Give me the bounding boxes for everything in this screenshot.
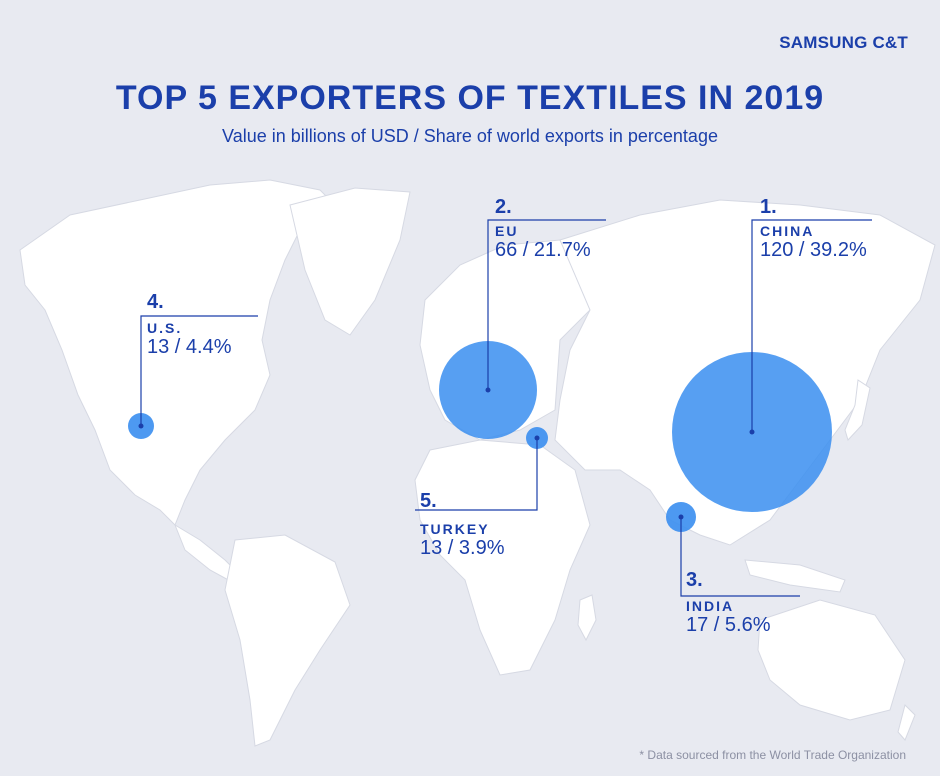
indonesia-landmass	[744, 559, 846, 593]
india-leader-line	[680, 517, 800, 597]
label-us: 4. U.S. 13 / 4.4%	[147, 291, 232, 359]
country-name: CHINA	[760, 223, 815, 239]
footnote: * Data sourced from the World Trade Orga…	[639, 748, 906, 762]
label-turkey: 5. TURKEY 13 / 3.9%	[420, 490, 505, 560]
us-dot	[138, 423, 144, 429]
brand-logo: SAMSUNG C&T	[779, 33, 908, 52]
export-value: 13 / 4.4%	[147, 336, 232, 358]
turkey-dot	[534, 435, 540, 441]
country-name: TURKEY	[420, 521, 490, 537]
china-leader-line	[751, 219, 872, 432]
page-title: TOP 5 EXPORTERS OF TEXTILES IN 2019	[115, 79, 825, 117]
export-value: 13 / 3.9%	[420, 537, 505, 559]
rank: 3.	[686, 569, 703, 591]
label-eu: 2. EU 66 / 21.7%	[495, 196, 591, 262]
eu-leader-line	[487, 219, 606, 390]
rank: 2.	[495, 196, 512, 218]
new-zealand-landmass	[897, 704, 916, 741]
japan-landmass	[844, 379, 871, 441]
rank: 5.	[420, 490, 437, 512]
us-leader-line	[140, 315, 258, 426]
greenland-landmass	[289, 187, 411, 336]
export-value: 17 / 5.6%	[686, 614, 771, 636]
label-china: 1. CHINA 120 / 39.2%	[760, 196, 867, 262]
rank: 4.	[147, 291, 164, 313]
page-subtitle: Value in billions of USD / Share of worl…	[222, 126, 718, 146]
madagascar-landmass	[577, 594, 597, 642]
country-name: U.S.	[147, 320, 183, 336]
india-dot	[678, 514, 684, 520]
leader-lines	[140, 219, 872, 597]
label-india: 3. INDIA 17 / 5.6%	[686, 569, 771, 637]
country-name: EU	[495, 223, 519, 239]
eu-dot	[485, 387, 491, 393]
bubble-dots	[138, 387, 755, 520]
country-name: INDIA	[686, 598, 735, 614]
africa-landmass	[414, 439, 591, 676]
export-value: 120 / 39.2%	[760, 239, 867, 261]
export-value: 66 / 21.7%	[495, 239, 591, 261]
north-america-landmass	[19, 179, 336, 526]
south-america-landmass	[224, 534, 351, 747]
australia-landmass	[757, 599, 906, 721]
turkey-leader-line	[415, 438, 538, 511]
rank: 1.	[760, 196, 777, 218]
china-dot	[749, 429, 755, 435]
